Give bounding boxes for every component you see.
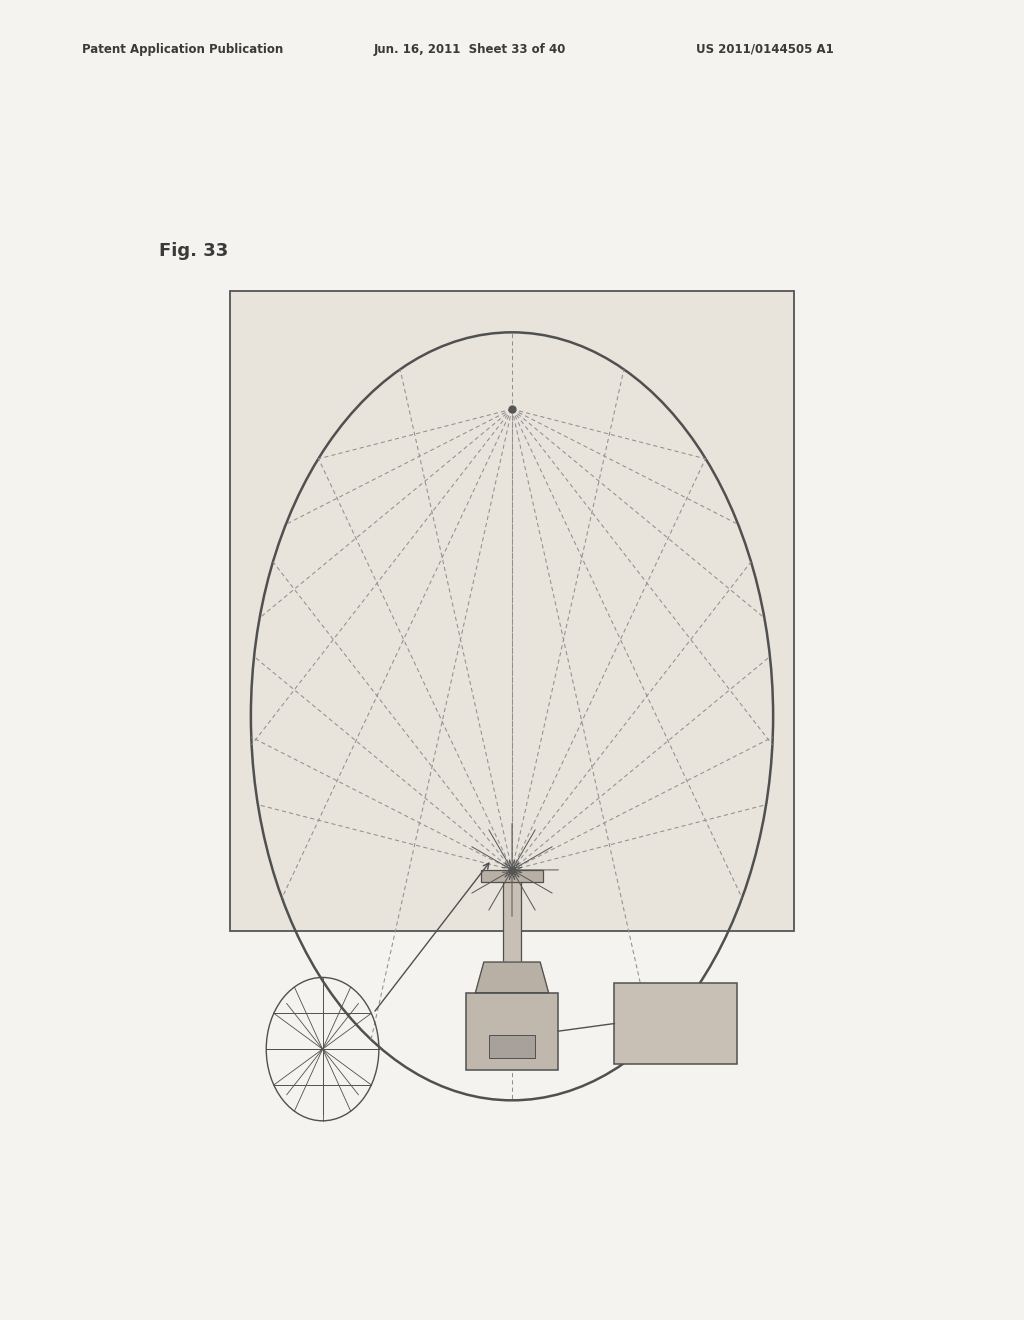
Bar	[489, 1035, 535, 1059]
Bar	[503, 870, 521, 982]
Polygon shape	[475, 962, 549, 993]
Text: Fig. 33: Fig. 33	[159, 242, 228, 260]
Text: Patent Application Publication: Patent Application Publication	[82, 42, 284, 55]
Bar	[614, 982, 737, 1064]
Bar	[481, 870, 543, 882]
Bar	[466, 993, 558, 1069]
Text: Jun. 16, 2011  Sheet 33 of 40: Jun. 16, 2011 Sheet 33 of 40	[374, 42, 566, 55]
Text: US 2011/0144505 A1: US 2011/0144505 A1	[696, 42, 835, 55]
Bar	[230, 292, 794, 932]
